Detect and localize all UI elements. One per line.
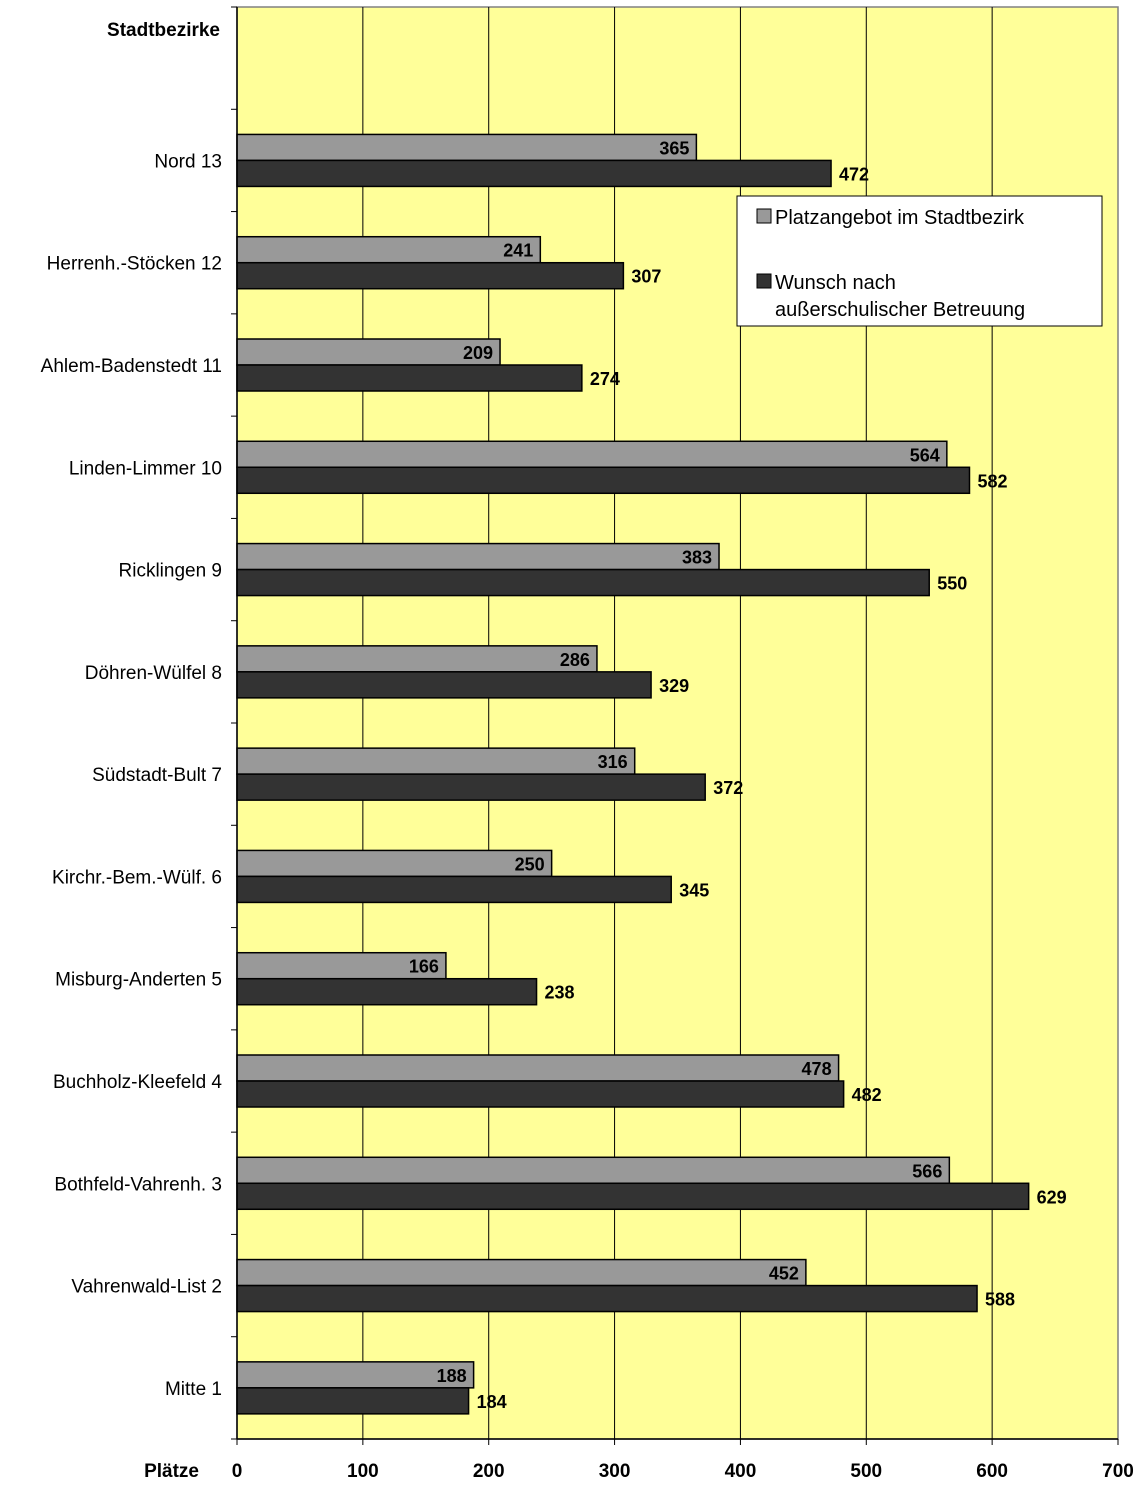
bar-wunsch <box>236 1284 978 1313</box>
legend-swatch <box>756 273 772 289</box>
axes: 0 100 200 300 400 500 600 700 Nord 13 Herrenh.-St… <box>41 6 1134 1482</box>
value-label-platzangebot: 452 <box>769 1264 799 1284</box>
legend-swatch <box>756 208 772 224</box>
bar-wunsch <box>236 1387 470 1415</box>
value-label-platzangebot: 564 <box>910 445 940 465</box>
value-label-wunsch: 582 <box>977 471 1007 491</box>
value-label-platzangebot: 188 <box>437 1366 467 1386</box>
legend-label: Wunsch nach <box>775 272 896 294</box>
x-axis-title: Plätze <box>144 1461 199 1482</box>
bar-wunsch <box>236 1080 845 1108</box>
value-label-wunsch: 629 <box>1037 1187 1067 1207</box>
value-label-platzangebot: 316 <box>598 752 628 772</box>
x-tick-label: 300 <box>599 1461 631 1482</box>
legend: Platzangebot im Stadtbezirk Wunsch nach au… <box>736 195 1103 327</box>
bar-wunsch <box>236 773 706 801</box>
value-label-wunsch: 329 <box>659 676 689 696</box>
bar-wunsch <box>236 159 832 188</box>
x-tick-label: 200 <box>473 1461 505 1482</box>
bar-platzangebot <box>236 235 542 264</box>
bar-platzangebot <box>236 849 553 878</box>
value-label-wunsch: 307 <box>631 267 661 287</box>
value-label-platzangebot: 286 <box>560 650 590 670</box>
x-tick-label: 0 <box>232 1461 243 1482</box>
bar-platzangebot <box>236 645 598 673</box>
y-axis-title: Stadtbezirke <box>107 20 220 41</box>
bar-platzangebot <box>236 747 636 775</box>
bar-platzangebot <box>236 133 698 162</box>
category-label: Nord 13 <box>154 151 222 172</box>
bar-wunsch <box>236 466 971 495</box>
bar-wunsch <box>236 261 625 290</box>
value-label-platzangebot: 209 <box>463 343 493 363</box>
value-label-wunsch: 274 <box>590 369 620 389</box>
bar-wunsch <box>236 364 583 392</box>
value-label-platzangebot: 383 <box>682 548 712 568</box>
value-label-platzangebot: 478 <box>802 1059 832 1079</box>
value-label-wunsch: 345 <box>679 880 709 900</box>
category-label: Vahrenwald-List 2 <box>71 1277 222 1298</box>
value-label-platzangebot: 566 <box>912 1161 942 1181</box>
x-tick-label: 100 <box>347 1461 379 1482</box>
value-label-platzangebot: 365 <box>659 138 689 158</box>
value-label-platzangebot: 250 <box>515 854 545 874</box>
category-label: Bothfeld-Vahrenh. 3 <box>54 1174 222 1195</box>
value-label-wunsch: 238 <box>545 983 575 1003</box>
value-label-wunsch: 588 <box>985 1290 1015 1310</box>
value-label-platzangebot: 241 <box>503 241 533 261</box>
legend-label: Platzangebot im Stadtbezirk <box>775 207 1025 229</box>
category-label: Kirchr.-Bem.-Wülf. 6 <box>52 867 222 888</box>
legend-label: außerschulischer Betreuung <box>775 299 1025 321</box>
x-tick-label: 500 <box>850 1461 882 1482</box>
value-label-wunsch: 472 <box>839 164 869 184</box>
x-tick-label: 600 <box>976 1461 1008 1482</box>
value-label-platzangebot: 166 <box>409 957 439 977</box>
category-label: Döhren-Wülfel 8 <box>85 663 222 684</box>
bar-wunsch <box>236 671 652 699</box>
bar-wunsch <box>236 875 672 904</box>
bar-platzangebot <box>236 542 720 571</box>
category-label: Herrenh.-Stöcken 12 <box>47 254 222 275</box>
category-label: Misburg-Anderten 5 <box>55 970 222 991</box>
bar-platzangebot <box>236 1156 951 1185</box>
bar-wunsch <box>236 568 930 597</box>
bar-platzangebot <box>236 1258 807 1287</box>
bar-platzangebot <box>236 440 948 469</box>
legend-box <box>736 195 1103 327</box>
x-tick-label: 400 <box>725 1461 757 1482</box>
category-label: Linden-Limmer 10 <box>69 458 222 479</box>
category-label: Buchholz-Kleefeld 4 <box>53 1072 222 1093</box>
bars: 365 472 241 307 209 274 564 582 383 550 286 329 316 3… <box>236 133 1067 1415</box>
category-label: Ricklingen 9 <box>119 561 223 582</box>
bar-wunsch <box>236 1182 1030 1211</box>
value-label-wunsch: 372 <box>713 778 743 798</box>
value-label-wunsch: 184 <box>477 1392 507 1412</box>
x-tick-label: 700 <box>1102 1461 1134 1482</box>
category-label: Südstadt-Bult 7 <box>92 765 222 786</box>
category-label: Ahlem-Badenstedt 11 <box>41 356 222 377</box>
category-label: Mitte 1 <box>165 1379 222 1400</box>
value-label-wunsch: 550 <box>937 574 967 594</box>
bar-platzangebot <box>236 1054 840 1082</box>
bar-wunsch <box>236 977 538 1006</box>
value-label-wunsch: 482 <box>852 1085 882 1105</box>
bar-platzangebot <box>236 338 501 366</box>
